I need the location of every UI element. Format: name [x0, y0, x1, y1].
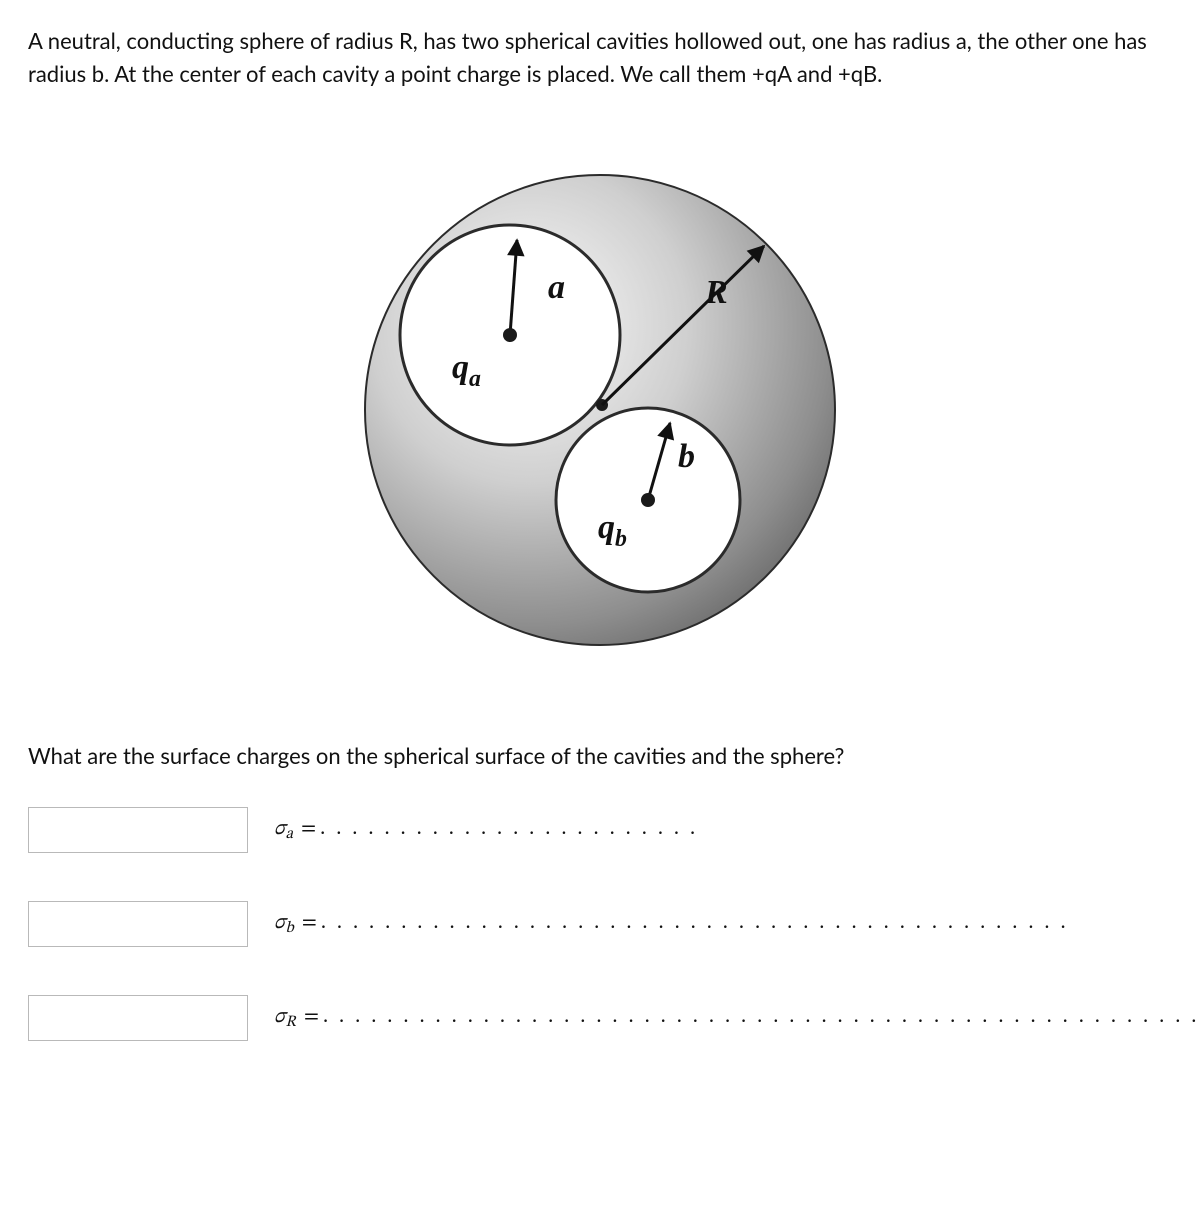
- sigma-R-label: σR=. . . . . . . . . . . . . . . . . . .…: [274, 1004, 1200, 1032]
- sigma-a-label: σa=. . . . . . . . . . . . . . . . . . .…: [274, 816, 1200, 844]
- svg-text:b: b: [678, 438, 695, 475]
- answer-block: σa=. . . . . . . . . . . . . . . . . . .…: [28, 807, 1172, 1041]
- sigma-b-input[interactable]: [28, 901, 248, 947]
- svg-text:a: a: [548, 269, 565, 306]
- svg-text:R: R: [704, 274, 728, 311]
- sigma-b-label: σb=. . . . . . . . . . . . . . . . . . .…: [274, 910, 1200, 938]
- physics-diagram: Raqabqb: [340, 160, 860, 660]
- sigma-R-input[interactable]: [28, 995, 248, 1041]
- figure-container: Raqabqb: [28, 90, 1172, 730]
- sigma-a-input[interactable]: [28, 807, 248, 853]
- problem-text: A neutral, conducting sphere of radius R…: [28, 24, 1172, 90]
- question-text: What are the surface charges on the sphe…: [28, 742, 1172, 769]
